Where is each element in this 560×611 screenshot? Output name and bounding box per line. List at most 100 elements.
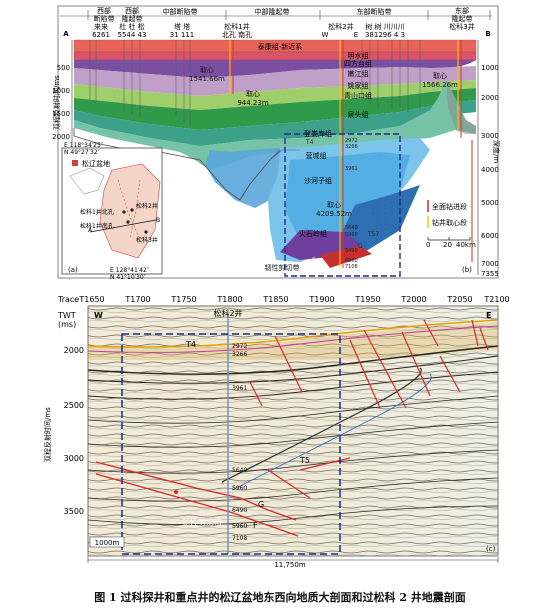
svg-text:树 树 川川川: 树 树 川川川 — [365, 22, 404, 31]
svg-text:松科1井北孔: 松科1井北孔 — [80, 208, 114, 216]
svg-text:1500: 1500 — [52, 110, 70, 118]
svg-text:3500: 3500 — [64, 507, 84, 516]
svg-text:7000: 7000 — [481, 260, 499, 268]
well-songke3-label: 松科3井 — [449, 22, 474, 31]
svg-text:3000: 3000 — [64, 454, 84, 463]
seismic-y-axis: TWT (ms) 2000 2500 3000 3500 双程反射时间/ms — [43, 311, 84, 516]
svg-text:N 49°27′32″: N 49°27′32″ — [64, 149, 101, 156]
svg-text:1000: 1000 — [52, 87, 70, 95]
well-songke1-label: 松科1井 — [224, 22, 249, 31]
svg-text:5960: 5960 — [345, 232, 358, 238]
svg-text:松辽盆地: 松辽盆地 — [82, 159, 110, 168]
svg-text:20: 20 — [443, 241, 452, 249]
svg-text:隆起带: 隆起带 — [122, 14, 143, 23]
svg-text:4209.52m: 4209.52m — [316, 210, 352, 218]
zone-west-depression: 西部 — [97, 6, 111, 15]
svg-text:TWT: TWT — [57, 311, 76, 320]
songke2-dashed-box — [284, 133, 401, 277]
svg-text:T5: T5 — [299, 456, 310, 465]
panel-b-depth-label: 深度/m — [492, 140, 501, 163]
svg-text:N 41°10′30″: N 41°10′30″ — [110, 274, 147, 281]
svg-text:(ms): (ms) — [58, 320, 76, 329]
svg-text:6000: 6000 — [481, 232, 499, 240]
svg-text:取心: 取心 — [327, 201, 341, 209]
zone-central-depression: 中部断陷带 — [163, 7, 198, 16]
point-b: B — [485, 30, 490, 38]
svg-text:松科2井: 松科2井 — [136, 202, 158, 210]
svg-text:明水组: 明水组 — [348, 51, 369, 60]
songke2-label-c: 松科2井 — [213, 308, 242, 318]
shear-zone-label-b: 韧性剪切带 — [265, 263, 300, 272]
svg-text:(c): (c) — [486, 545, 496, 553]
zone-east-depression: 东部断陷带 — [357, 7, 392, 16]
svg-text:40km: 40km — [456, 241, 476, 249]
svg-text:G: G — [358, 243, 363, 250]
svg-text:杜 杜 松: 杜 杜 松 — [119, 22, 144, 31]
svg-text:3961: 3961 — [232, 385, 247, 392]
svg-text:T1800: T1800 — [216, 295, 242, 304]
svg-text:嫩江组: 嫩江组 — [348, 69, 369, 78]
svg-text:取心: 取心 — [200, 66, 214, 74]
svg-text:泰康组-新近系: 泰康组-新近系 — [258, 42, 303, 51]
svg-text:T1750: T1750 — [170, 295, 196, 304]
svg-text:松科3井: 松科3井 — [136, 236, 158, 244]
svg-text:2000: 2000 — [64, 346, 84, 355]
svg-text:T1650: T1650 — [78, 295, 104, 304]
svg-text:火石岭组: 火石岭组 — [299, 229, 327, 238]
svg-text:3266: 3266 — [232, 351, 247, 358]
svg-text:2500: 2500 — [64, 401, 84, 410]
svg-text:沙河子组: 沙河子组 — [304, 176, 332, 185]
svg-text:(a): (a) — [68, 266, 78, 274]
svg-text:6490: 6490 — [345, 248, 358, 254]
svg-text:塔 塔: 塔 塔 — [174, 22, 190, 31]
svg-text:T2000: T2000 — [400, 295, 426, 304]
zone-headers: 西部 断陷带 西部 隆起带 中部断陷带 中部隆起带 东部断陷带 东部 隆起带 来… — [60, 6, 492, 39]
svg-text:2972: 2972 — [345, 138, 358, 144]
svg-text:T1700: T1700 — [124, 295, 150, 304]
well-songke2-label: 松科2井 — [328, 22, 353, 31]
svg-text:来来: 来来 — [94, 23, 108, 31]
svg-text:7108: 7108 — [345, 264, 358, 270]
svg-text:1000: 1000 — [481, 64, 499, 72]
svg-text:1566.26m: 1566.26m — [422, 81, 458, 89]
svg-text:6261: 6261 — [92, 31, 110, 39]
svg-text:T1900: T1900 — [308, 295, 334, 304]
svg-text:0: 0 — [426, 241, 430, 249]
svg-text:T1850: T1850 — [262, 295, 288, 304]
svg-text:2000: 2000 — [52, 133, 70, 141]
svg-text:6960: 6960 — [345, 258, 358, 264]
svg-text:青山口组: 青山口组 — [344, 91, 372, 100]
zone-west-uplift: 西部 — [125, 6, 139, 15]
svg-text:W: W — [322, 31, 329, 39]
svg-text:5640: 5640 — [345, 225, 358, 231]
svg-text:5640: 5640 — [232, 467, 247, 474]
svg-text:取心: 取心 — [246, 90, 260, 98]
horizon-t4 — [87, 319, 499, 348]
svg-text:B: B — [156, 217, 160, 224]
svg-text:F: F — [312, 257, 316, 264]
svg-text:2000: 2000 — [481, 94, 499, 102]
svg-text:E: E — [354, 31, 358, 39]
svg-text:营城组: 营城组 — [306, 151, 327, 160]
svg-text:全面钻进段: 全面钻进段 — [432, 202, 467, 211]
seismic-markers: T4 T5 G F 韧性剪切带 W E — [94, 311, 491, 530]
svg-text:7108: 7108 — [232, 535, 247, 542]
svg-text:A: A — [88, 227, 93, 234]
svg-text:四方台组: 四方台组 — [344, 59, 372, 68]
seismic-scale: 1000m 11,750m (c) — [87, 536, 499, 569]
svg-text:4000: 4000 — [481, 166, 499, 174]
svg-text:31 111: 31 111 — [170, 31, 195, 39]
svg-text:E: E — [486, 311, 491, 320]
svg-text:泉头组: 泉头组 — [348, 110, 369, 119]
svg-text:隆起带: 隆起带 — [452, 14, 473, 23]
svg-text:松科1井南孔: 松科1井南孔 — [80, 222, 114, 230]
trace-ticks: T1650 T1700 T1750 T1800 T1850 T1900 T195… — [78, 295, 509, 304]
svg-text:7355: 7355 — [481, 270, 499, 278]
svg-text:2972: 2972 — [232, 343, 247, 350]
svg-text:5000: 5000 — [481, 199, 499, 207]
svg-text:3961: 3961 — [345, 166, 358, 172]
svg-text:钻井取心段: 钻井取心段 — [432, 218, 467, 227]
svg-text:姚家组: 姚家组 — [348, 81, 369, 90]
